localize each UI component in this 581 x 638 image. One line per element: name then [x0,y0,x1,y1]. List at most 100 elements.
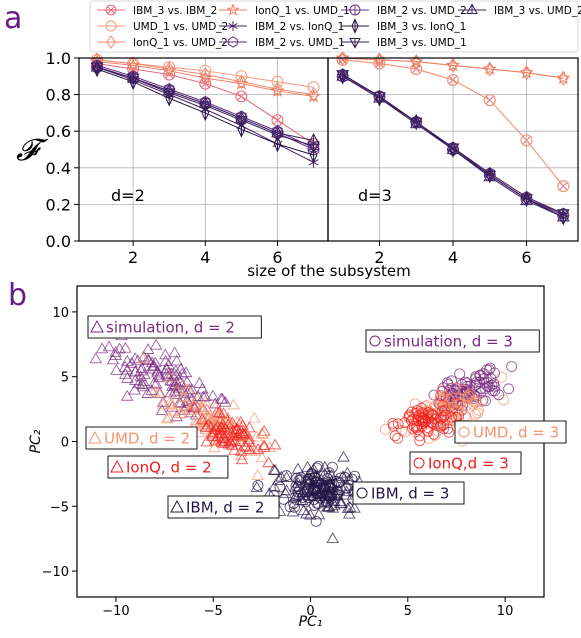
data-point [450,398,462,409]
data-point [416,407,428,419]
data-point [324,491,336,503]
cluster-simulation-d2 [89,329,232,431]
subplot-frame [327,57,579,242]
data-point [483,94,496,107]
legend-marker [466,3,478,14]
data-point [520,134,533,147]
data-point [267,463,281,475]
data-point-shape [163,61,175,77]
data-point-shape [445,57,461,72]
data-point-shape [272,81,283,97]
x-tick-label: 4 [200,248,210,267]
data-point [251,442,265,454]
data-point [343,500,357,512]
data-point [169,388,183,399]
data-point [251,469,265,480]
data-point [271,75,284,88]
x-tick-label: 6 [272,248,282,267]
data-point [216,392,229,404]
data-point [334,495,347,507]
data-point [447,73,459,86]
data-point [297,504,310,516]
x-tick-label: 2 [128,248,138,267]
annotation-UMD-d3: UMD, d = 3 [454,420,567,444]
data-point [306,88,321,103]
data-point [168,346,181,358]
data-point [152,386,165,398]
data-point [300,507,313,519]
data-point-shape [199,64,212,77]
data-point [445,57,461,72]
data-point-shape [556,70,571,85]
series-line [96,61,314,97]
series-line [342,57,564,79]
data-point [519,65,534,79]
data-point [217,407,230,419]
annotation-label: IBM, d = 3 [371,485,449,503]
data-point [279,487,292,499]
legend-marker-shape [226,3,240,16]
data-point [136,352,150,364]
x-tick-label: 2 [374,248,384,267]
annotation-box [352,481,465,505]
data-point-shape [308,87,319,103]
data-point [180,394,194,406]
data-point [250,430,263,442]
legend-label: IBM_2 vs. UMD_2 [377,5,467,17]
data-point [442,423,454,435]
data-point [191,419,205,431]
legend-item: IonQ_1 vs. UMD_2 [97,35,228,49]
data-point [257,424,271,436]
data-point [146,362,160,374]
data-point-shape [482,61,497,76]
data-point [389,430,401,442]
data-point [110,364,123,375]
data-point [308,87,319,103]
data-point [198,96,212,109]
annotation-marker [110,459,124,473]
data-point [250,481,264,492]
data-point [272,473,285,485]
data-point [228,443,241,455]
data-point [127,56,139,71]
data-point [307,81,320,94]
data-point [168,378,182,390]
data-point [262,456,275,468]
data-point [235,90,248,103]
annotation-IBM-d2: IBM, d = 2 [167,495,280,519]
data-point [453,409,465,421]
data-point-shape [447,73,459,86]
data-point [274,481,286,493]
data-point-cross [237,92,246,101]
data-point [496,371,508,383]
data-point [315,478,327,490]
data-point [89,352,103,364]
data-point [436,384,448,396]
y-tick-label: 1.0 [46,49,71,68]
data-point [159,348,172,360]
x-tick-label: −5 [204,604,223,619]
x-tick-label: 10 [497,604,514,619]
y-tick-label: 10 [52,306,69,321]
data-point [474,370,486,382]
data-point [219,395,232,407]
data-point [199,420,213,432]
x-tick-label: 4 [448,248,458,267]
annotation-marker [88,430,102,444]
legend-marker [226,3,240,16]
data-point [189,397,202,409]
legend-marker-plus [350,5,360,15]
x-tick-label: 0 [306,604,314,619]
annotation-box [365,329,540,353]
data-point [156,396,170,407]
data-point [267,480,281,492]
data-point [173,375,187,387]
data-point [335,472,347,484]
data-point [215,435,229,447]
data-point [145,356,159,368]
legend-frame [89,0,579,53]
data-point [227,398,240,410]
data-point [268,464,282,476]
x-tick-label: 6 [521,248,531,267]
annotation-box [85,426,198,450]
